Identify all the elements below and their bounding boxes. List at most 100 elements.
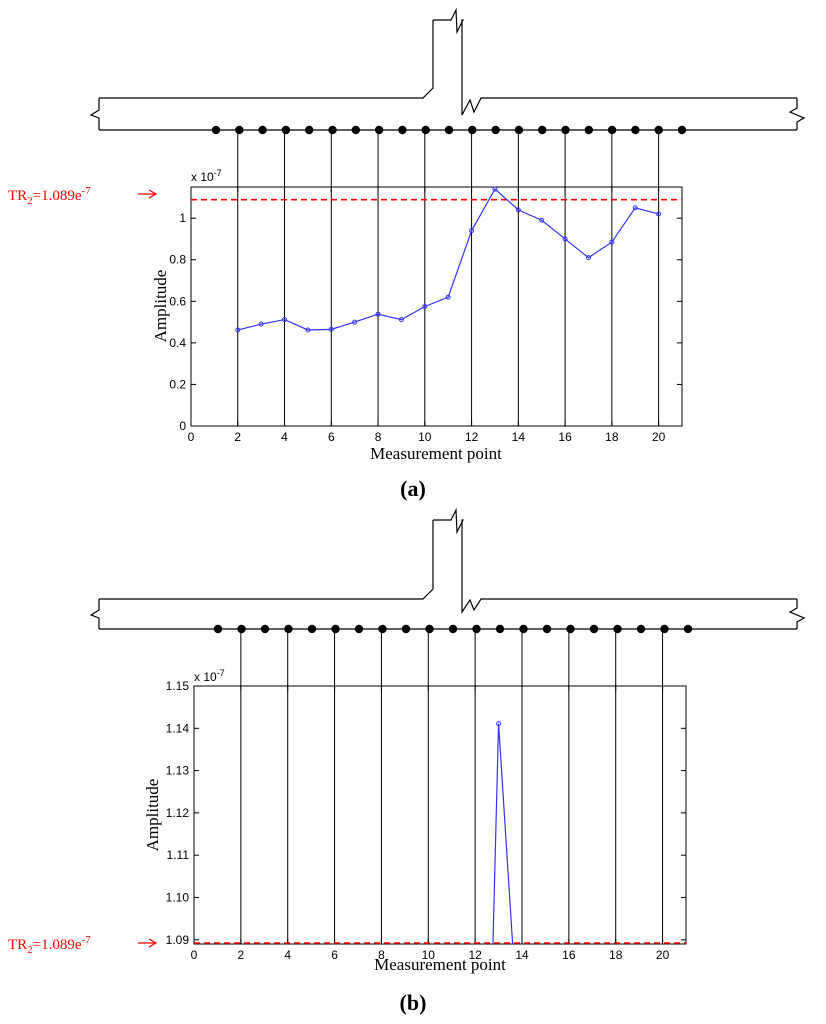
measurement-node [331, 624, 340, 634]
measurement-node [660, 624, 669, 634]
measurement-node [258, 125, 267, 135]
data-point [492, 186, 498, 192]
x-tick-label: 10 [418, 430, 432, 444]
measurement-node [631, 125, 640, 135]
x-tick-label: 0 [188, 430, 195, 444]
x-tick-label: 2 [234, 430, 241, 444]
data-point [352, 319, 358, 325]
column-break-a [433, 7, 797, 116]
measurement-node [284, 624, 293, 634]
caption-b: (b) [400, 990, 427, 1015]
structure-a [89, 7, 806, 131]
data-point [282, 317, 288, 323]
axes-ticks-b: 0 2 4 6 8 10 12 14 16 18 20 1.09 1.10 1.11 1.12 1.13 1.1… [166, 679, 686, 962]
threshold-annotation-a: TR2=1.089e-7 [8, 185, 158, 207]
measurement-node [472, 624, 481, 634]
plot-frame-b [193, 685, 687, 945]
x-tick-label: 16 [558, 430, 572, 444]
measurement-node [491, 125, 500, 135]
x-tick-label: 6 [331, 948, 338, 962]
x-tick-label: 4 [281, 430, 288, 444]
y-tick-label: 1.13 [166, 764, 190, 778]
y-tick-label: 0.4 [169, 336, 186, 350]
structure-b [89, 507, 806, 630]
measurement-node [351, 125, 360, 135]
threshold-arrow-a [138, 189, 158, 199]
beam-top-left-b [99, 520, 434, 600]
x-tick-label: 20 [656, 948, 670, 962]
measurement-node [448, 624, 458, 634]
exponent-label-b: x 10-7 [194, 668, 225, 684]
x-tick-label: 6 [328, 430, 335, 444]
measurement-lines-b [240, 629, 664, 944]
y-tick-label: 0.8 [169, 253, 186, 267]
measurement-node [354, 624, 364, 634]
measurement-node [378, 624, 387, 634]
measurement-node [328, 125, 337, 135]
data-point [609, 239, 615, 245]
x-tick-label: 18 [605, 430, 619, 444]
measurement-node [538, 125, 547, 135]
exponent-label-a: x 10-7 [191, 168, 222, 184]
measurement-node [211, 125, 221, 135]
x-tick-label: 14 [515, 948, 529, 962]
y-tick-label: 1.12 [166, 806, 190, 820]
measurement-node [519, 624, 528, 634]
svg-text:TR2=1.089e-7: TR2=1.089e-7 [8, 934, 91, 956]
axes-ticks-a: 0 2 4 6 8 10 12 14 16 18 20 0 0.2 0.4 0.6 0.8 1 [169, 187, 682, 444]
measurement-lines-a [237, 130, 660, 426]
measurement-node [566, 624, 575, 634]
data-point [328, 326, 334, 332]
y-tick-label: 1.10 [166, 890, 190, 904]
y-tick-label: 1.14 [166, 721, 190, 735]
x-tick-label: 8 [378, 948, 385, 962]
x-tick-label: 4 [284, 948, 291, 962]
beam-right-break-a [788, 98, 806, 130]
y-tick-label: 1 [179, 211, 186, 225]
measurement-node [584, 125, 593, 135]
x-tick-label: 8 [375, 430, 382, 444]
data-point [422, 304, 428, 309]
y-tick-label: 0 [179, 419, 186, 433]
data-point [445, 294, 451, 300]
ylabel-b: Amplitude [143, 779, 162, 852]
beam-left-break-a [89, 98, 100, 130]
beam-right-break-b [788, 599, 806, 629]
data-point [496, 721, 502, 727]
measurement-node [542, 624, 552, 634]
data-point [258, 321, 264, 327]
measurement-node [421, 125, 430, 135]
y-tick-label: 0.2 [169, 377, 186, 391]
y-tick-label: 1.11 [167, 848, 190, 862]
measurement-node [401, 624, 411, 634]
measurement-node [398, 125, 407, 135]
data-point [515, 207, 521, 213]
measurement-node [235, 125, 244, 135]
x-tick-label: 12 [465, 430, 479, 444]
measurement-node [495, 624, 505, 634]
data-point [235, 327, 241, 333]
data-point [656, 211, 662, 217]
measurement-node [636, 624, 646, 634]
measurement-node [237, 624, 246, 634]
x-tick-label: 20 [652, 430, 666, 444]
x-tick-label: 16 [562, 948, 576, 962]
panel-b: 0 2 4 6 8 10 12 14 16 18 20 1.09 1.10 1.11 1.12 1.13 1.1… [8, 507, 806, 1015]
series-b [492, 721, 514, 945]
measurement-node [589, 624, 599, 634]
xlabel-a: Measurement point [370, 444, 502, 463]
data-point [375, 311, 381, 317]
beam-top-left-a [99, 20, 434, 99]
data-point [539, 217, 545, 223]
data-point [469, 228, 475, 234]
column-break-b [433, 507, 797, 614]
series-line [237, 188, 659, 331]
beam-left-break-b [89, 599, 100, 629]
y-tick-label: 0.6 [169, 294, 186, 308]
data-point [398, 317, 404, 323]
plot-frame-a [190, 186, 683, 427]
data-point [305, 327, 311, 333]
xlabel-b: Measurement point [374, 955, 506, 974]
measurement-node [514, 125, 524, 135]
measurement-node [307, 624, 317, 634]
